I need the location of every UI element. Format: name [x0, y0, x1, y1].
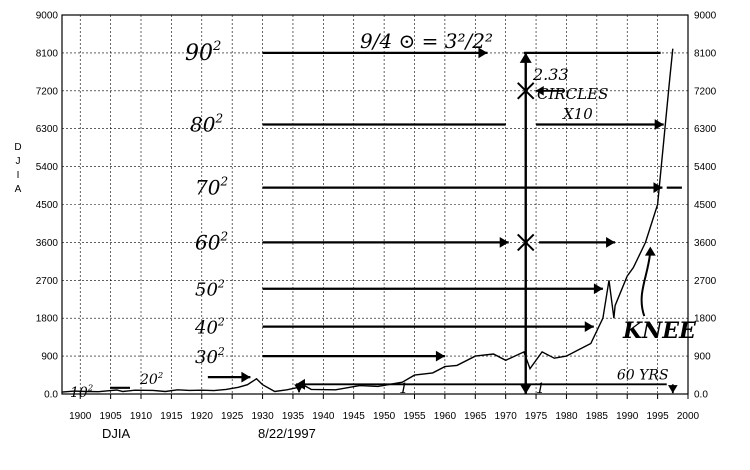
arrow-head	[644, 246, 656, 256]
y-tick-label: 900	[41, 352, 58, 363]
x-tick-label: 1960	[434, 411, 457, 422]
square-label: 502	[195, 278, 225, 301]
y-tick-labels-right: 0.0 900 1800 2700 3600 4500 5400 6300 7200 8100 90…	[694, 11, 717, 401]
square-label: 802	[190, 111, 223, 136]
y-tick-label: 0.0	[694, 390, 708, 401]
x-tick-label: 1930	[251, 411, 274, 422]
arrow-head	[653, 182, 663, 194]
annotations-group: 102 202 302 402 502 602 702 802 902 9/4 ⊙ = 3²/2²…	[70, 29, 697, 401]
square-label: 302	[195, 345, 225, 368]
x-tick-label: 1910	[130, 411, 153, 422]
y-tick-label: 0.0	[44, 390, 58, 401]
tick-mark-2: 1	[536, 381, 545, 397]
arrow-head	[478, 47, 488, 59]
arrow-head	[654, 119, 664, 130]
square-label: 702	[195, 175, 228, 200]
y-tick-label: 8100	[694, 48, 717, 59]
x-tick-label: 2000	[677, 411, 700, 422]
x-tick-label: 1945	[343, 411, 366, 422]
footer-series-name: DJIA	[102, 426, 131, 441]
svg-text:DJIA: DJIA	[14, 142, 21, 195]
y-tick-label: 6300	[36, 124, 59, 135]
arrow-head	[295, 378, 305, 390]
x-tick-label: 1970	[495, 411, 518, 422]
arrow-head	[535, 86, 544, 96]
y-tick-label: 2700	[694, 276, 717, 287]
y-tick-label: 9000	[694, 11, 717, 22]
square-label: 902	[185, 39, 221, 66]
y-tick-label: 4500	[694, 200, 717, 211]
x-tick-label: 1990	[616, 411, 639, 422]
x-tick-label: 1900	[69, 411, 92, 422]
y-tick-label: 4500	[36, 200, 59, 211]
square-annotation-60: 602	[195, 229, 616, 254]
footer-date: 8/22/1997	[258, 426, 316, 441]
square-annotation-90: 902	[185, 39, 661, 66]
x-tick-label: 1975	[525, 411, 548, 422]
knee-arrow-line	[640, 250, 652, 317]
arrow-head	[519, 384, 532, 394]
square-label: 202	[139, 370, 163, 388]
square-annotation-80: 802	[190, 111, 664, 136]
y-tick-label: 7200	[36, 86, 59, 97]
arrow-head	[584, 321, 594, 333]
x-tick-label: 1905	[99, 411, 122, 422]
arrow-head	[606, 237, 616, 248]
x-tick-label: 1995	[646, 411, 669, 422]
x-tick-label: 1980	[555, 411, 578, 422]
formula-text: 9/4 ⊙ = 3²/2²	[360, 29, 493, 53]
y-tick-label: 6300	[694, 124, 717, 135]
circles-factor: X10	[562, 105, 593, 123]
x-tick-label: 1915	[160, 411, 183, 422]
x-tick-label: 1925	[221, 411, 244, 422]
knee-label: KNEE	[622, 318, 697, 344]
square-annotation-40: 402	[194, 316, 594, 339]
x-tick-label: 1985	[586, 411, 609, 422]
arrow-head	[294, 384, 304, 393]
square-label: 602	[195, 229, 228, 254]
arrow-head	[668, 385, 678, 394]
y-tick-label: 3600	[36, 238, 59, 249]
x-tick-labels: 1900 1905 1910 1915 1920 1925 1930 1935 1940 1945…	[69, 411, 699, 422]
arrow-head	[241, 371, 251, 383]
x-mark	[517, 82, 535, 100]
circles-value: 2.33	[532, 65, 569, 84]
years-label: 60 YRS	[617, 367, 669, 383]
y-tick-label: 2700	[36, 276, 59, 287]
square-annotation-20: 202	[139, 370, 251, 388]
y-tick-label: 7200	[694, 86, 717, 97]
square-annotation-30: 302	[195, 345, 445, 368]
y-tick-labels-left: 0.0 900 1800 2700 3600 4500 5400 6300 7200 8100 90…	[36, 11, 59, 401]
square-label: 102	[70, 382, 93, 400]
y-tick-label: 9000	[36, 11, 59, 22]
x-mark	[517, 233, 535, 252]
y-tick-label: 5400	[694, 162, 717, 173]
x-tick-label: 1935	[282, 411, 305, 422]
x-tick-label: 1955	[403, 411, 426, 422]
square-annotation-50: 502	[195, 278, 603, 301]
square-annotation-10: 102	[70, 382, 93, 400]
circles-label: CIRCLES	[537, 85, 608, 103]
x-tick-label: 1965	[464, 411, 487, 422]
arrow-head	[435, 350, 445, 362]
y-tick-label: 900	[694, 352, 711, 363]
y-tick-label: 1800	[36, 314, 59, 325]
y-tick-label: 8100	[36, 48, 59, 59]
square-label: 402	[194, 316, 225, 339]
square-annotation-70: 702	[195, 175, 663, 200]
tick-mark-1: 1	[399, 381, 408, 397]
y-tick-label: 3600	[694, 238, 717, 249]
y-tick-label: 5400	[36, 162, 59, 173]
y-tick-label: 1800	[694, 314, 717, 325]
x-tick-label: 1920	[191, 411, 214, 422]
arrow-head	[499, 237, 509, 248]
x-tick-label: 1940	[312, 411, 335, 422]
arrow-head	[593, 283, 603, 295]
arrow-head	[519, 52, 532, 63]
x-tick-label: 1950	[373, 411, 396, 422]
